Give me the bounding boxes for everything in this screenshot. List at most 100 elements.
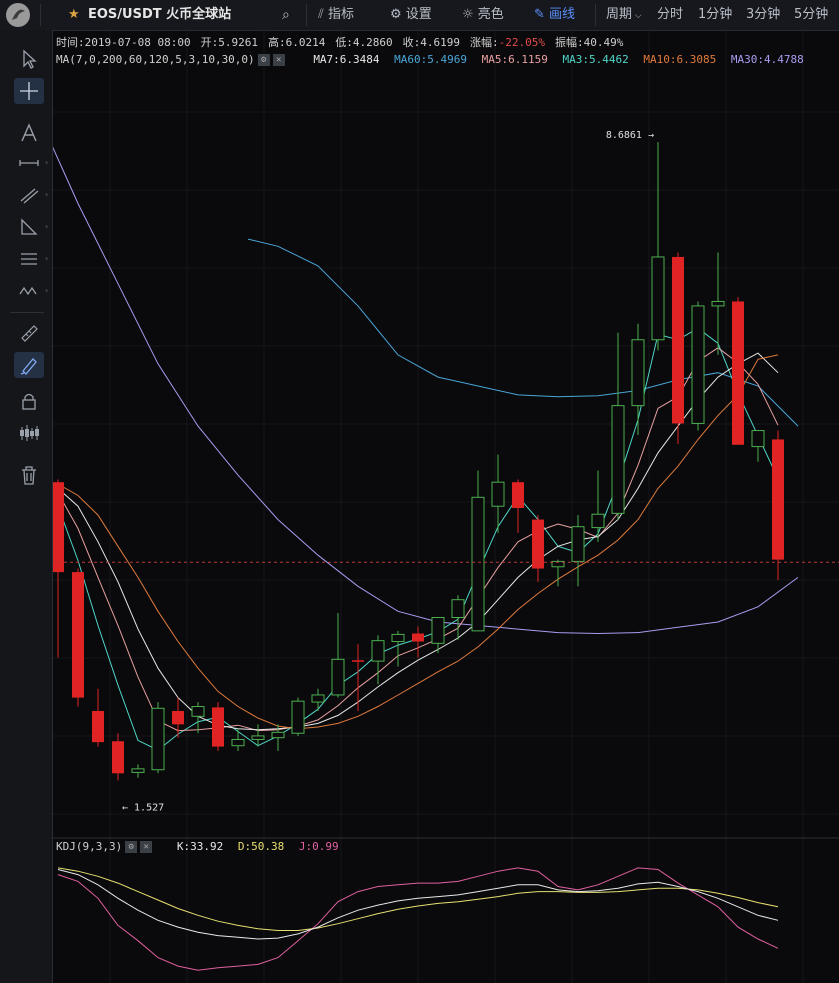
candle-body-up [431,617,445,644]
favorite-star-icon[interactable]: ★ [68,7,80,22]
divider [595,4,596,26]
draw-label: 画线 [549,7,576,22]
candle-body-up [651,256,665,341]
lock-tool[interactable] [14,388,44,414]
theme-toggle-button[interactable]: ☼ 亮色 [462,0,504,30]
candle-body-up [611,405,625,514]
candle-body-up [331,658,345,696]
text-a-icon [21,123,37,142]
info-change-label: 涨幅: [470,36,499,49]
info-amplitude: 振幅:40.49% [555,36,624,49]
candle-body-up [131,768,145,773]
ma60-line [247,238,799,427]
info-high: 高:6.0214 [267,36,326,49]
period-dropdown[interactable]: 周期 ⌵ [606,0,642,30]
kdj-d-line [57,867,779,931]
search-icon[interactable]: ⌕ [282,7,290,23]
close-icon[interactable]: ✕ [140,841,153,853]
ma10-line [57,354,779,730]
settings-button[interactable]: ⚙ 设置 [390,0,432,30]
submenu-arrow-icon: › [45,222,49,231]
candle-body-up [151,707,165,771]
close-icon[interactable]: ✕ [272,54,285,66]
cursor-tool[interactable] [14,46,44,72]
candle-body-up [571,526,585,562]
candle-body-up [691,305,705,424]
indicators-label: 指标 [327,7,354,22]
candle-body-down [732,301,744,445]
horizontal-segment-tool[interactable]: › [14,150,48,176]
candle-body-down [212,707,224,747]
kdj-params: KDJ(9,3,3) [56,840,123,853]
info-open: 开:5.9261 [200,36,258,49]
ma7-value: MA7:6.3484 [313,53,380,66]
parallel-lines-tool[interactable]: › [14,182,48,208]
kdj-k-line [57,869,779,940]
horizontal-segment-icon [19,160,39,166]
top-toolbar: ★ EOS/USDT 火币全球站 ⌕ ⫽ 指标 ⚙ 设置 ☼ 亮色 ✎ 画线 周… [0,0,839,31]
submenu-arrow-icon: › [45,286,49,295]
wave-tool[interactable]: › [14,278,48,304]
divider [40,4,41,26]
gear-icon[interactable]: ⚙ [257,54,270,66]
period-option-1min[interactable]: 1分钟 [698,7,733,22]
draw-lines-button[interactable]: ✎ 画线 [534,0,575,30]
indicator-chart-icon: ⫽ [318,7,328,22]
candle-visibility-tool[interactable] [14,420,44,446]
candle-body-up [371,640,385,662]
info-low: 低:4.2860 [335,36,393,49]
candle-body-down [92,710,104,743]
fibonacci-tool[interactable]: › [14,246,48,272]
delete-drawings-tool[interactable] [14,462,44,488]
pen-icon [20,358,37,375]
candle-body-up [271,731,285,739]
period-option-timeshare[interactable]: 分时 [657,7,684,22]
submenu-arrow-icon: › [45,190,49,199]
ruler-tool[interactable] [14,320,44,346]
candle-body-up [551,560,565,568]
crosshair-tool[interactable] [14,78,44,104]
candle-body-down [52,482,64,573]
candle-body-up [391,633,405,643]
kdj-j-line [57,867,779,971]
candle-body-up [311,694,325,703]
triangle-tool[interactable]: › [14,214,48,240]
divider [306,4,307,26]
candle-body-down [412,633,424,642]
pencil-icon: ✎ [534,7,550,22]
kdj-d-value: D:50.38 [237,840,285,853]
ma-legend: MA(7,0,200,60,120,5,3,10,30,0) ⚙ ✕ MA7:6.3… [56,53,804,66]
period-option-5min[interactable]: 5分钟 [794,7,829,22]
brush-tool[interactable] [14,352,44,378]
ma5-value: MA5:6.1159 [481,53,548,66]
candles-icon [20,425,39,441]
lock-icon [22,393,36,410]
info-time: 时间:2019-07-08 08:00 [56,36,191,49]
parallel-lines-icon [20,188,39,204]
arrow-cursor-icon [23,49,37,69]
candle-body-up [191,706,205,717]
candle-body-down [112,741,124,774]
exchange-logo-icon [6,3,30,27]
ma10-value: MA10:6.3085 [643,53,717,66]
gear-icon[interactable]: ⚙ [125,841,138,853]
text-tool[interactable] [14,120,44,146]
kdj-j-value: J:0.99 [298,840,339,853]
fibonacci-lines-icon [21,253,37,265]
indicators-button[interactable]: ⫽ 指标 [318,0,354,30]
ma30-value: MA30:4.4788 [730,53,804,66]
theme-label: 亮色 [477,7,504,22]
candle-body-up [751,430,765,448]
sun-icon: ☼ [462,7,478,22]
candle-body-down [72,572,84,698]
submenu-arrow-icon: › [45,254,49,263]
candle-body-up [711,300,725,307]
candle-body-up [471,496,485,632]
period-option-3min[interactable]: 3分钟 [746,7,781,22]
candle-body-down [532,519,544,569]
candle-body-up [491,481,505,507]
info-change-value: -22.05% [498,36,546,49]
submenu-arrow-icon: › [45,158,49,167]
symbol-title[interactable]: EOS/USDT 火币全球站 [88,7,232,22]
